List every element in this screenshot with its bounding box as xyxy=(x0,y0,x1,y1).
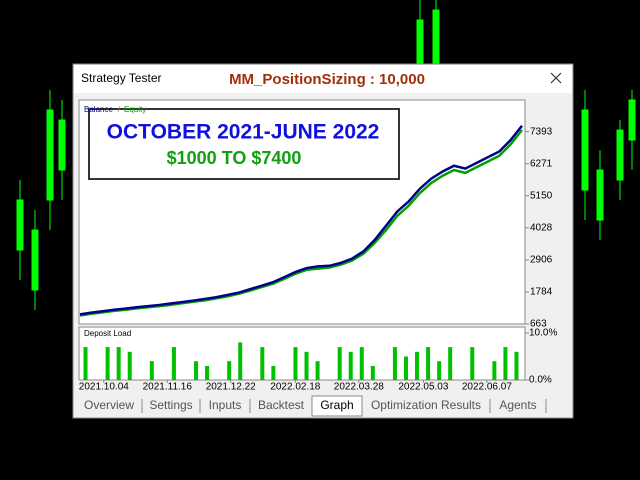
legend-entry: Equity xyxy=(124,105,146,114)
annotation: $1000 TO $7400 xyxy=(167,148,302,168)
load-bar xyxy=(194,361,199,380)
series-line xyxy=(79,124,523,316)
x-tick-label: 2022.03.28 xyxy=(334,382,384,393)
load-bar xyxy=(370,365,375,380)
load-bar xyxy=(227,361,232,380)
y-tick-label: 7393 xyxy=(530,126,553,137)
x-tick-label: 2022.05.03 xyxy=(398,382,448,393)
x-tick-label: 2021.12.22 xyxy=(206,382,256,393)
legend-entry: Balance xyxy=(84,105,113,114)
x-tick-label: 2021.10.04 xyxy=(79,382,129,393)
tab[interactable]: Optimization Results xyxy=(371,398,481,412)
y-tick-label: 4028 xyxy=(530,222,553,233)
load-bar xyxy=(337,347,342,380)
load-bar xyxy=(392,347,397,380)
load-bar xyxy=(116,347,121,380)
tab-active xyxy=(311,395,363,417)
load-bar xyxy=(426,347,431,380)
load-bar xyxy=(127,351,132,380)
load-bar xyxy=(293,347,298,380)
load-bar xyxy=(514,351,519,380)
load-bar xyxy=(503,347,508,380)
load-bar xyxy=(359,347,364,380)
load-bar xyxy=(271,365,276,380)
background-candles xyxy=(16,0,636,310)
legend-separator: / xyxy=(118,105,121,114)
load-bar xyxy=(315,361,320,380)
load-area xyxy=(78,326,526,381)
y-tick-label: 6271 xyxy=(530,158,553,169)
load-bar xyxy=(448,347,453,380)
tab[interactable]: Settings xyxy=(149,398,192,412)
load-bar xyxy=(403,356,408,380)
close-button[interactable] xyxy=(550,72,562,84)
load-bar xyxy=(105,347,110,380)
load-bar xyxy=(348,351,353,380)
load-bar xyxy=(205,365,210,380)
y-tick-label: 2906 xyxy=(530,255,553,266)
tab[interactable]: Agents xyxy=(499,398,536,412)
load-bar xyxy=(437,361,442,380)
load-bar xyxy=(304,351,309,380)
window-header: MM_PositionSizing : 10,000 xyxy=(229,71,425,88)
load-bar xyxy=(238,342,243,380)
load-bar xyxy=(171,347,176,380)
load-bar xyxy=(260,347,265,380)
y-tick-label: 663 xyxy=(530,319,547,330)
window-title: Strategy Tester xyxy=(81,71,161,85)
tab[interactable]: Overview xyxy=(84,398,134,412)
load-title: Deposit Load xyxy=(84,329,131,338)
y-tick-label: 1784 xyxy=(530,287,553,298)
load-bar xyxy=(83,347,88,380)
y-tick-label: 0.0% xyxy=(529,375,552,386)
x-tick-label: 2022.06.07 xyxy=(462,382,512,393)
load-bar xyxy=(415,351,420,380)
title-bar xyxy=(74,65,572,93)
load-bar xyxy=(149,361,154,380)
x-tick-label: 2022.02.18 xyxy=(270,382,320,393)
y-tick-label: 5150 xyxy=(530,190,553,201)
annotation: OCTOBER 2021-JUNE 2022 xyxy=(107,121,380,144)
x-tick-label: 2021.11.16 xyxy=(143,382,193,393)
tab[interactable]: Graph xyxy=(320,398,353,412)
tab[interactable]: Inputs xyxy=(209,398,242,412)
y-tick-label: 10.0% xyxy=(529,328,557,339)
load-bar xyxy=(470,347,475,380)
tab[interactable]: Backtest xyxy=(258,398,305,412)
load-bar xyxy=(492,361,497,380)
annotation-box xyxy=(88,108,400,180)
